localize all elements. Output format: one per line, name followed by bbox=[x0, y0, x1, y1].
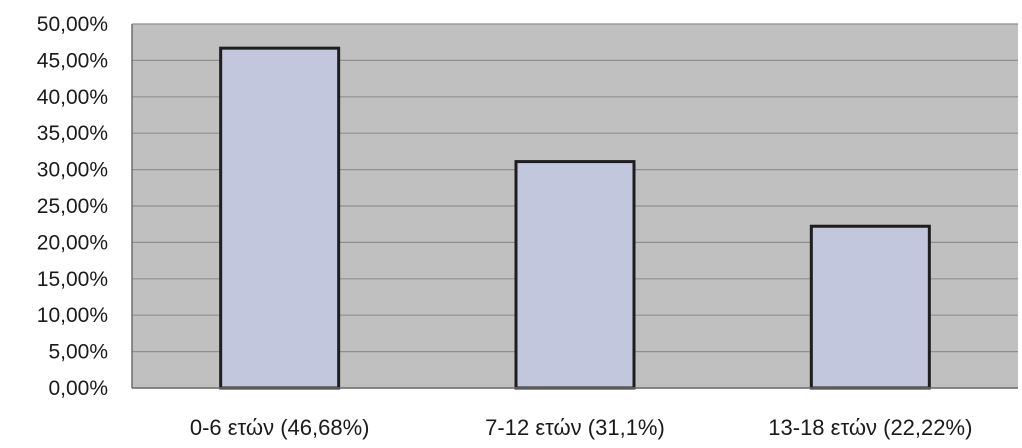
x-tick-labels: 0-6 ετών (46,68%) 7-12 ετών (31,1%) 13-18 … bbox=[190, 415, 973, 440]
y-tick-label: 0,00% bbox=[48, 377, 108, 400]
y-tick-labels: 0,00% 5,00% 10,00% 15,00% 20,00% 25,00% 30,00%… bbox=[37, 13, 108, 400]
y-tick-label: 15,00% bbox=[37, 268, 108, 291]
y-tick-label: 50,00% bbox=[37, 13, 108, 36]
bar bbox=[514, 160, 636, 390]
y-tick-label: 30,00% bbox=[37, 159, 108, 182]
y-tick-label: 25,00% bbox=[37, 195, 108, 218]
y-tick-label: 20,00% bbox=[37, 231, 108, 254]
y-tick-label: 10,00% bbox=[37, 304, 108, 327]
x-tick-label: 7-12 ετών (31,1%) bbox=[485, 415, 665, 440]
y-tick-label: 5,00% bbox=[48, 341, 108, 364]
x-tick-label: 13-18 ετών (22,22%) bbox=[768, 415, 972, 440]
axes bbox=[131, 24, 1018, 389]
y-tick-label: 35,00% bbox=[37, 122, 108, 145]
bar bbox=[809, 224, 931, 390]
bars bbox=[219, 46, 931, 390]
y-tick-label: 45,00% bbox=[37, 49, 108, 72]
y-tick-label: 40,00% bbox=[37, 86, 108, 109]
bar bbox=[219, 46, 341, 390]
x-tick-label: 0-6 ετών (46,68%) bbox=[190, 415, 370, 440]
